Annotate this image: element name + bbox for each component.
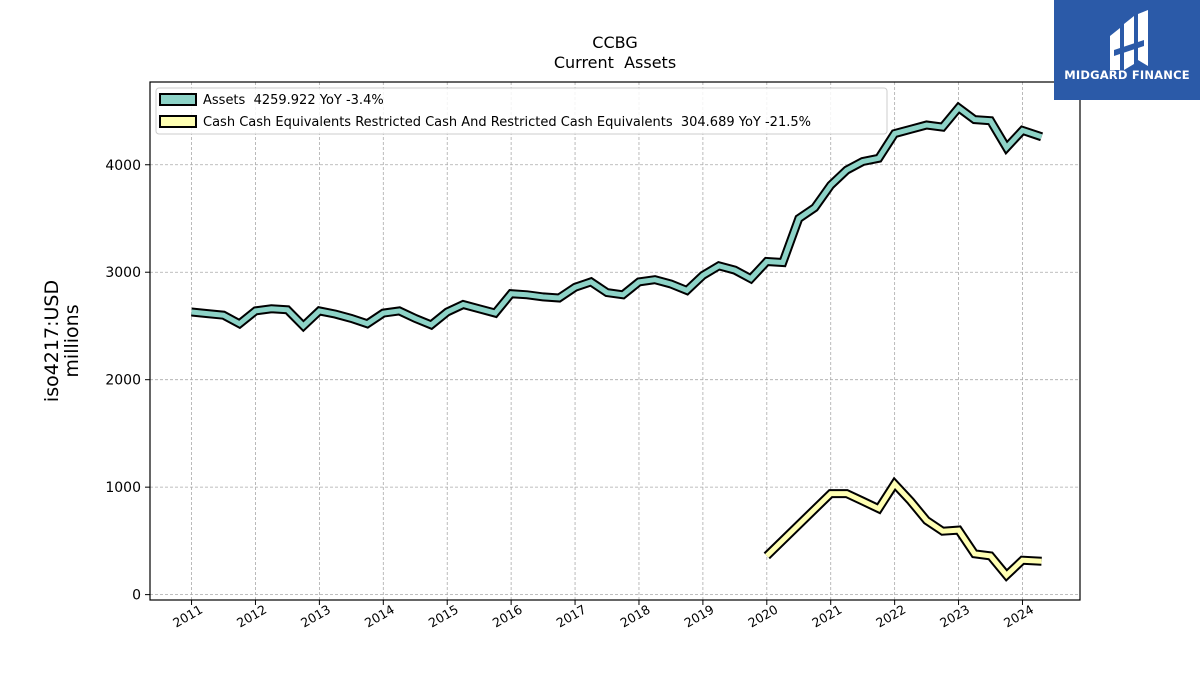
- brand-logo: MIDGARD FINANCE: [1054, 0, 1200, 100]
- x-tick-label: 2021: [809, 602, 844, 631]
- x-axis: 2011 2012 2013 2014 2015 2016 2017 2018 2019 2020…: [170, 600, 1036, 631]
- grid: [150, 82, 1080, 600]
- y-axis: 0 1000 2000 3000 4000: [105, 158, 150, 604]
- plot-frame: [149, 81, 1081, 601]
- x-tick-label: 2014: [362, 602, 397, 631]
- brand-name: MIDGARD FINANCE: [1064, 68, 1190, 82]
- legend: Assets 4259.922 YoY -3.4% Cash Cash Equi…: [155, 87, 888, 135]
- y-tick-label: 3000: [105, 265, 141, 281]
- x-tick-label: 2011: [170, 602, 205, 631]
- chart-title: CCBG: [592, 33, 637, 52]
- legend-swatch-cash: [159, 115, 197, 128]
- x-tick-label: 2018: [618, 602, 653, 631]
- y-tick-label: 0: [132, 588, 141, 604]
- legend-label-assets: Assets 4259.922 YoY -3.4%: [203, 93, 384, 108]
- chart-subtitle: Current Assets: [554, 53, 676, 72]
- legend-box: [155, 87, 888, 135]
- y-tick-label: 2000: [105, 373, 141, 389]
- x-tick-label: 2023: [937, 602, 972, 631]
- legend-swatch-assets: [159, 93, 197, 106]
- x-tick-label: 2017: [554, 602, 589, 631]
- x-tick-label: 2016: [490, 602, 525, 631]
- y-tick-label: 4000: [105, 158, 141, 174]
- logo-mark-icon: [1110, 10, 1148, 70]
- x-tick-label: 2013: [298, 602, 333, 631]
- x-tick-label: 2019: [681, 602, 716, 631]
- x-tick-label: 2012: [234, 602, 269, 631]
- x-tick-label: 2020: [745, 602, 780, 631]
- y-axis-label: iso4217:USD millions: [41, 280, 83, 402]
- x-tick-label: 2015: [426, 602, 461, 631]
- y-axis-label-line1: iso4217:USD: [41, 280, 63, 402]
- x-tick-label: 2022: [873, 602, 908, 631]
- x-tick-label: 2024: [1001, 602, 1036, 631]
- y-tick-label: 1000: [105, 480, 141, 496]
- legend-label-cash: Cash Cash Equivalents Restricted Cash An…: [203, 115, 811, 130]
- series-layer: [191, 101, 1044, 582]
- y-axis-label-line2: millions: [61, 304, 83, 377]
- series-line-cash: [765, 479, 1042, 579]
- series-line-assets: [191, 104, 1043, 330]
